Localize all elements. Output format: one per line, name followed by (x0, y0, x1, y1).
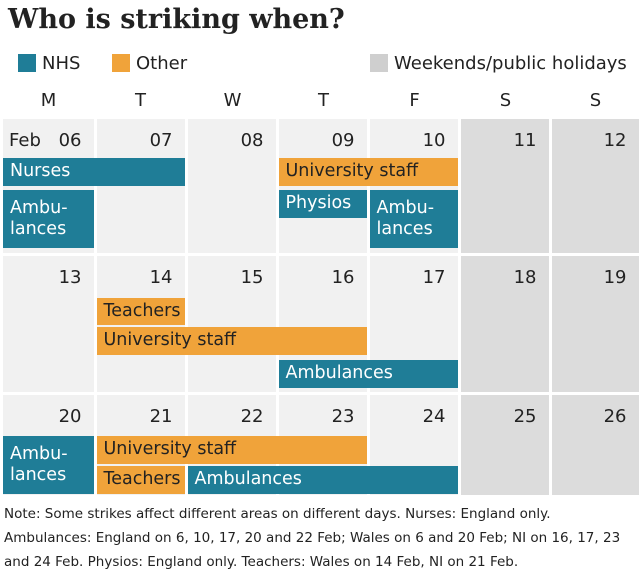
calendar-cell: 12 (551, 118, 639, 253)
date-label: 08 (240, 129, 264, 151)
day-header-sat: S (499, 90, 512, 111)
day-header-thu: T (318, 90, 329, 111)
calendar-cell: 13 (3, 255, 94, 392)
calendar-cell: 15 (187, 255, 276, 392)
legend-nhs-label: NHS (42, 52, 81, 74)
legend-weekend-label: Weekends/public holidays (394, 52, 627, 74)
date-label: 10 (422, 129, 446, 151)
strike-bar-university-staff: University staff (96, 327, 367, 355)
calendar-cell: 11 (460, 118, 549, 253)
legend-nhs-swatch (18, 54, 36, 72)
date-label: 13 (58, 266, 82, 288)
strike-bar-ambulances: Ambulances (187, 466, 458, 494)
date-label: 25 (513, 405, 537, 427)
day-header-fri: F (409, 90, 420, 111)
calendar-cell: 18 (460, 255, 549, 392)
strike-bar-ambu-lances: Ambu- lances (3, 436, 94, 494)
date-label: 16 (331, 266, 355, 288)
date-label: 24 (422, 405, 446, 427)
date-label: 18 (513, 266, 537, 288)
legend-nhs: NHS (18, 50, 80, 76)
day-header-mon: M (40, 90, 57, 111)
strike-bar-physios: Physios (278, 190, 367, 218)
chart-title: Who is striking when? (8, 4, 345, 35)
calendar-cell: 25 (460, 394, 549, 495)
date-label: 11 (513, 129, 537, 151)
day-header-sun: S (589, 90, 602, 111)
calendar-cell: 19 (551, 255, 639, 392)
date-label: 14 (149, 266, 173, 288)
month-label: Feb (9, 129, 41, 151)
date-label: 15 (240, 266, 264, 288)
calendar-cell: 08 (187, 118, 276, 253)
legend-other-label: Other (136, 52, 188, 74)
date-label: 06 (58, 129, 82, 151)
date-label: 20 (58, 405, 82, 427)
date-label: 22 (240, 405, 264, 427)
legend-other-swatch (112, 54, 130, 72)
day-header-tue: T (135, 90, 146, 111)
strike-bar-ambulances: Ambulances (278, 360, 458, 388)
legend-weekend-swatch (370, 54, 388, 72)
strike-bar-nurses: Nurses (3, 158, 185, 186)
date-label: 21 (149, 405, 173, 427)
date-label: 09 (331, 129, 355, 151)
date-label: 23 (331, 405, 355, 427)
date-label: 17 (422, 266, 446, 288)
date-label: 12 (603, 129, 627, 151)
footnote: Note: Some strikes affect different area… (4, 506, 621, 570)
strike-bar-ambu-lances: Ambu- lances (3, 190, 94, 248)
strike-bar-teachers: Teachers (96, 466, 185, 494)
strike-bar-teachers: Teachers (96, 298, 185, 325)
date-label: 07 (149, 129, 173, 151)
strike-bar-ambu-lances: Ambu- lances (369, 190, 458, 248)
day-header-wed: W (223, 90, 242, 111)
strike-bar-university-staff: University staff (278, 158, 458, 186)
date-label: 26 (603, 405, 627, 427)
legend-weekend: Weekends/public holidays (370, 50, 627, 76)
strike-bar-university-staff: University staff (96, 436, 367, 464)
date-label: 19 (603, 266, 627, 288)
calendar-cell: 26 (551, 394, 639, 495)
legend-other: Other (112, 50, 187, 76)
